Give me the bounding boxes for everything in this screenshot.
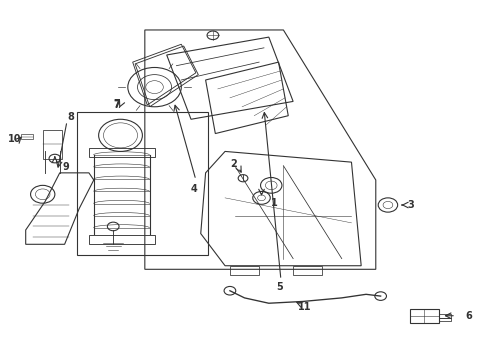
Bar — [292, 266, 322, 275]
Text: 9: 9 — [62, 162, 69, 172]
Bar — [42, 130, 62, 158]
Text: 3: 3 — [407, 200, 413, 210]
Bar — [77, 112, 207, 255]
Text: 7: 7 — [113, 100, 120, 111]
Text: 5: 5 — [276, 282, 282, 292]
Text: 10: 10 — [8, 134, 21, 144]
Bar — [21, 134, 33, 139]
Text: 11: 11 — [297, 302, 311, 312]
Bar — [438, 318, 450, 321]
Text: 4: 4 — [191, 184, 197, 194]
Bar — [89, 235, 154, 244]
Bar — [89, 148, 154, 157]
Text: 6: 6 — [465, 311, 471, 321]
Text: 2: 2 — [229, 159, 236, 169]
Text: 7: 7 — [113, 99, 120, 109]
Bar — [438, 314, 450, 318]
Text: 1: 1 — [271, 198, 277, 208]
Text: 8: 8 — [67, 112, 74, 122]
Bar — [229, 266, 259, 275]
